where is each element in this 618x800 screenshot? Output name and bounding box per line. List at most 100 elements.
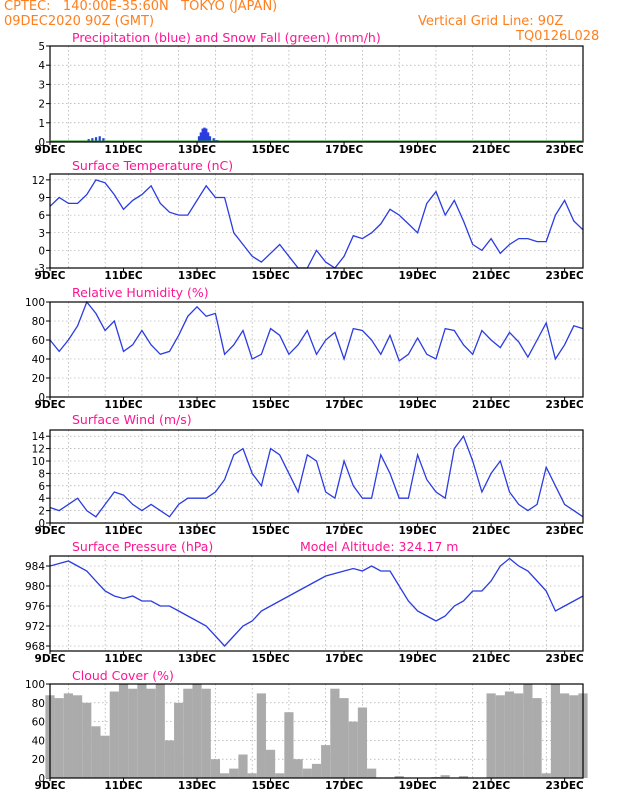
x-tick-label: 11DEC [104, 144, 143, 156]
plot-frame [49, 173, 584, 269]
y-tick-label: 968 [25, 641, 45, 653]
cloud-bar [440, 775, 450, 778]
precip-bar [102, 138, 105, 142]
cloud-bar [394, 776, 404, 778]
x-tick-label: 19DEC [398, 525, 437, 537]
cloud-bar [109, 691, 119, 778]
x-tick-label: 15DEC [251, 144, 290, 156]
x-tick-label: 23DEC [546, 780, 585, 792]
x-tick-label: 17DEC [325, 144, 364, 156]
plot-frame [49, 555, 584, 652]
plot-frame [49, 301, 584, 398]
y-tick-label: 12 [32, 175, 45, 187]
cloud-bar [164, 740, 175, 778]
x-tick-label: 19DEC [398, 653, 437, 665]
cloud-bar [532, 698, 542, 778]
y-tick-label: 10 [32, 456, 45, 468]
cloud-bar [348, 721, 358, 778]
x-tick-label: 23DEC [546, 653, 585, 665]
y-tick-label: 972 [25, 621, 45, 633]
series-line [49, 557, 584, 647]
x-tick-label: 11DEC [104, 399, 143, 411]
y-tick-label: 20 [32, 373, 45, 385]
model-altitude: Model Altitude: 324.17 m [300, 539, 458, 554]
y-tick-label: 4 [38, 60, 45, 72]
grid-note: Vertical Grid Line: 90Z [418, 14, 564, 29]
chart-panel-5: 0 20 40 60 80 100 9DEC 11DEC 13DEC 15DEC 17DEC 19DE… [25, 668, 588, 792]
precip-bar [212, 138, 215, 142]
cloud-bar [311, 763, 322, 778]
x-tick-label: 21DEC [472, 653, 511, 665]
cloud-bar [302, 768, 312, 778]
series-line [49, 179, 584, 269]
x-tick-label: 13DEC [178, 653, 217, 665]
x-tick-label: 11DEC [104, 525, 143, 537]
y-tick-label: 8 [38, 468, 45, 480]
header-line1: CPTEC: 140:00E-35:60N TOKYO (JAPAN) [4, 0, 278, 14]
precip-bar [207, 132, 210, 142]
cloud-bar [72, 695, 83, 778]
x-tick-label: 19DEC [398, 399, 437, 411]
x-tick-label: 21DEC [472, 270, 511, 282]
chart-panel-4: 968 972 976 980 984 9DEC 11DEC 13DEC 15DEC 17DEC 1… [25, 539, 584, 665]
x-tick-label: 17DEC [325, 270, 364, 282]
cloud-bar [210, 759, 221, 778]
x-tick-label: 11DEC [104, 780, 143, 792]
cloud-bar [293, 759, 303, 778]
x-tick-label: 15DEC [251, 525, 290, 537]
y-tick-label: 60 [32, 335, 45, 347]
cloud-bar [514, 693, 524, 778]
precip-bar [203, 127, 206, 142]
cloud-bar [357, 707, 368, 778]
x-tick-label: 21DEC [472, 525, 511, 537]
x-tick-label: 21DEC [472, 399, 511, 411]
cloud-bar [183, 688, 193, 778]
y-tick-label: 5 [38, 41, 45, 53]
y-tick-label: 0 [38, 773, 45, 785]
y-tick-label: 14 [32, 431, 46, 443]
cloud-bar [504, 691, 515, 778]
cloud-bar [82, 702, 92, 778]
x-tick-label: 21DEC [472, 144, 511, 156]
y-tick-label: 4 [38, 493, 45, 505]
chart-panel-2: 0 20 40 60 80 100 9DEC 11DEC 13DEC 15DEC 17DEC 19DE… [25, 285, 584, 411]
x-tick-label: 13DEC [178, 525, 217, 537]
y-tick-label: 40 [32, 354, 45, 366]
x-tick-label: 11DEC [104, 270, 143, 282]
x-tick-label: 15DEC [251, 399, 290, 411]
y-tick-label: 3 [38, 79, 45, 91]
x-tick-label: 17DEC [325, 399, 364, 411]
x-tick-label: 15DEC [251, 780, 290, 792]
x-tick-label: 19DEC [398, 780, 437, 792]
x-tick-label: 9DEC [35, 144, 66, 156]
y-tick-label: 0 [38, 392, 45, 404]
cloud-bar [118, 684, 129, 778]
cloud-bar [201, 688, 211, 778]
precip-bar [199, 132, 202, 142]
cloud-bar [486, 693, 496, 778]
y-tick-label: 2 [38, 99, 45, 111]
cloud-bar [256, 693, 266, 778]
series-line [49, 300, 584, 362]
y-tick-label: 80 [32, 698, 45, 710]
cloud-bar [229, 768, 239, 778]
x-tick-label: 9DEC [35, 780, 66, 792]
y-tick-label: 0 [38, 245, 45, 257]
cloud-bar [238, 754, 248, 778]
panel-title: Surface Temperature (nC) [72, 158, 233, 173]
y-tick-label: 60 [32, 717, 45, 729]
cloud-bar [569, 695, 579, 778]
cloud-bar [220, 773, 230, 778]
cloud-bar [560, 693, 570, 778]
precip-bar [205, 128, 208, 142]
y-tick-label: 12 [32, 444, 45, 456]
x-tick-label: 17DEC [325, 653, 364, 665]
y-tick-label: 6 [38, 210, 45, 222]
y-tick-label: 2 [38, 506, 45, 518]
cloud-bar [155, 684, 165, 778]
cloud-bar [91, 726, 101, 778]
x-tick-label: 9DEC [35, 270, 66, 282]
chart-panel-1: -3 0 3 6 9 12 9DEC 11DEC 13DEC 15DEC 17DEC 19DEC 21D… [32, 158, 584, 282]
x-tick-label: 9DEC [35, 399, 66, 411]
precip-bar [201, 128, 204, 142]
